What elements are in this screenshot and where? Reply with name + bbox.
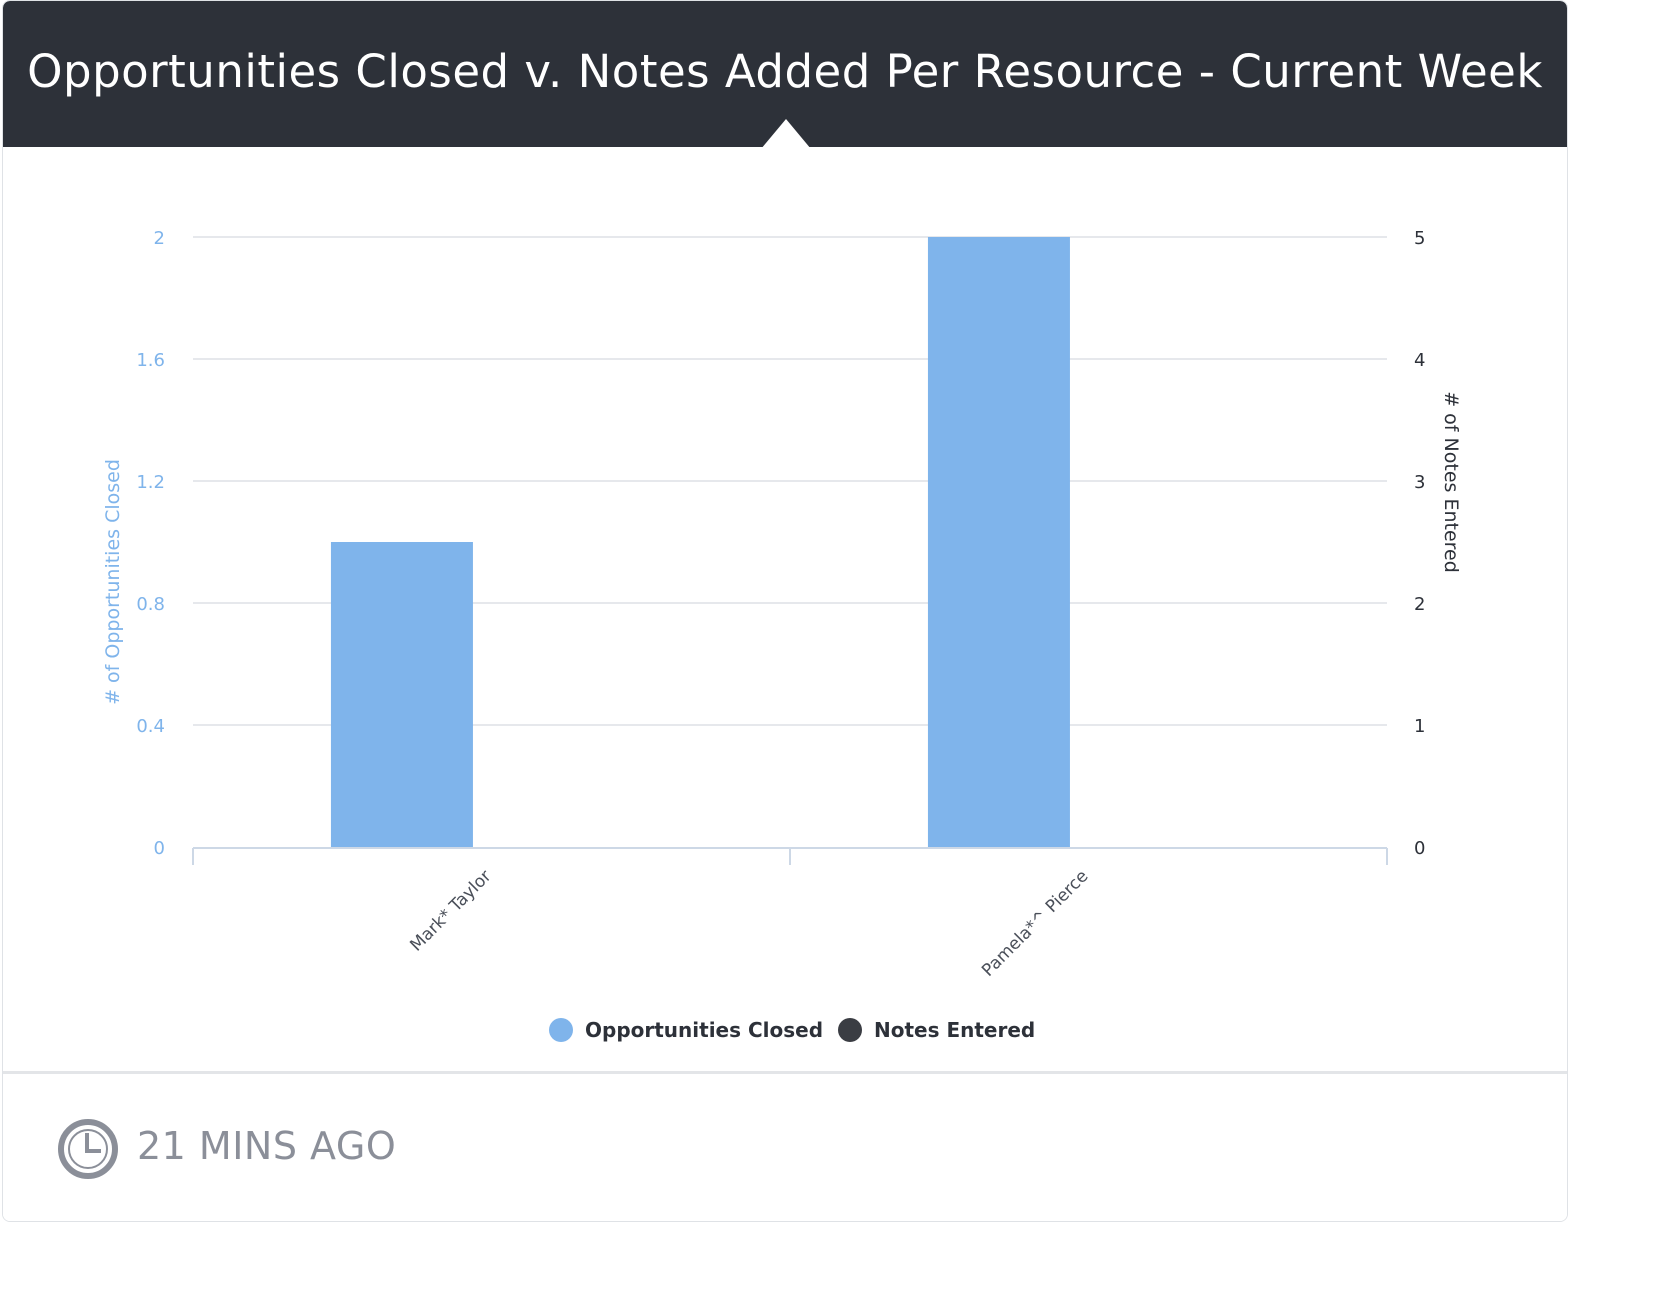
bar-opportunities-closed <box>330 542 473 847</box>
bar-opportunities-closed <box>927 237 1070 847</box>
y-right-tick-label: 3 <box>1414 472 1425 493</box>
y-right-tick-label: 4 <box>1414 350 1425 371</box>
chart-title: Opportunities Closed v. Notes Added Per … <box>27 45 1543 98</box>
x-category-label: Pamela*^ Pierce <box>978 866 1092 980</box>
x-category-label: Mark* Taylor <box>406 866 495 955</box>
y-left-tick-label: 2 <box>154 228 165 249</box>
last-updated-text: 21 MINS AGO <box>137 1124 397 1168</box>
y-right-tick-label: 0 <box>1414 838 1425 859</box>
legend-label-notes: Notes Entered <box>874 1018 1036 1042</box>
y-left-tick-label: 1.6 <box>136 350 165 371</box>
y-left-tick-label: 0 <box>154 838 165 859</box>
y-right-tick-label: 1 <box>1414 716 1425 737</box>
legend-label-opportunities: Opportunities Closed <box>585 1018 824 1042</box>
y-right-tick-label: 5 <box>1414 228 1425 249</box>
y-right-axis-title: # of Notes Entered <box>1440 391 1462 573</box>
chart-card: Opportunities Closed v. Notes Added Per … <box>2 0 1568 1222</box>
y-left-tick-label: 0.4 <box>136 716 165 737</box>
legend-dot-opportunities <box>549 1018 573 1042</box>
legend-dot-notes <box>838 1018 862 1042</box>
y-right-tick-label: 2 <box>1414 594 1425 615</box>
chart-plot: 0 0.4 0.8 1.2 1.6 2 0 1 2 3 4 5 Mark* Taylor Pamela*^… <box>102 228 1462 981</box>
y-left-axis-title: # of Opportunities Closed <box>102 459 124 705</box>
clock-icon <box>58 1119 118 1179</box>
y-left-tick-label: 1.2 <box>136 472 165 493</box>
legend-item-opportunities[interactable]: Opportunities Closed <box>549 1015 823 1045</box>
card-header: Opportunities Closed v. Notes Added Per … <box>3 1 1567 149</box>
card-footer: 21 MINS AGO <box>3 1071 1567 1221</box>
legend-item-notes[interactable]: Notes Entered <box>838 1015 1035 1045</box>
header-pointer <box>761 119 811 149</box>
y-left-tick-label: 0.8 <box>136 594 165 615</box>
